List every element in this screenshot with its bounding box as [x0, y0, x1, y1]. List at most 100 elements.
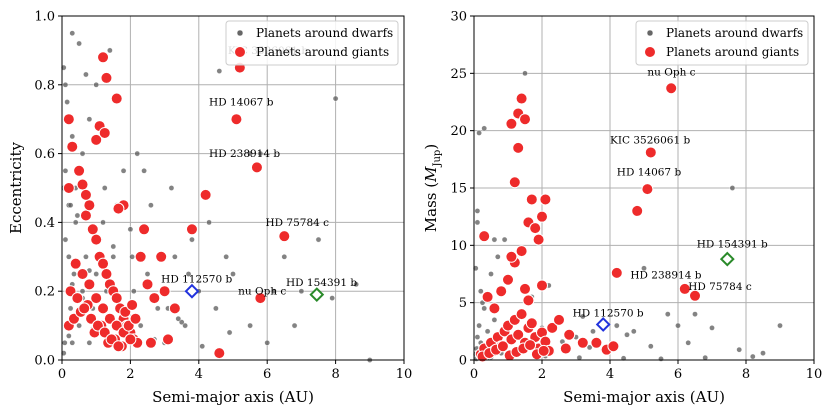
y-tick-labels: 0.0 0.2 0.4 0.6 0.8 1.0: [34, 10, 62, 369]
x-tick-label: 6: [263, 367, 271, 382]
planet-annotation: HD 238914 b: [630, 270, 701, 282]
x-tick-label: 0: [470, 367, 478, 382]
x-axis-label: Semi-major axis (AU): [152, 388, 314, 406]
giant-planet-point: [525, 193, 538, 206]
legend-giants-label: Planets around giants: [256, 45, 389, 59]
y-tick-label: 0.2: [34, 285, 55, 300]
dwarf-planet-point: [74, 212, 81, 219]
giant-planet-point: [144, 336, 157, 349]
y-axis-label: Mass (MJup): [422, 144, 443, 232]
dwarf-planet-point: [494, 253, 501, 260]
dwarf-planet-point: [750, 353, 756, 360]
dwarf-planet-point: [93, 82, 99, 88]
dwarf-planet-point: [134, 150, 141, 157]
legend-dwarf-marker: [646, 29, 654, 37]
giant-planet-point: [199, 188, 212, 201]
planet-annotation: HD 14067 b: [209, 96, 274, 108]
giant-planet-point: [576, 336, 589, 349]
giant-planet-point: [537, 344, 550, 357]
giant-planet-point: [278, 230, 291, 243]
y-tick-label: 0: [459, 354, 467, 369]
dwarf-planet-point: [79, 150, 86, 157]
giant-planet-point: [79, 209, 92, 222]
dwarf-planet-point: [488, 271, 494, 277]
dwarf-planet-point: [178, 319, 185, 325]
dwarf-planet-point: [247, 150, 253, 157]
planet-annotation: nu Oph c: [647, 67, 695, 79]
giant-points: [62, 51, 291, 360]
annotations: nu Oph c KIC 3526061 b HD 14067 b HD 154391…: [573, 67, 768, 320]
dwarf-planet-point: [631, 328, 637, 335]
x-tick-labels: 0 2 4 6 8 10: [58, 360, 412, 382]
giant-planet-point: [478, 230, 491, 243]
giant-planet-point: [62, 113, 75, 126]
dwarf-planet-point: [62, 82, 69, 88]
legend-dwarfs-label: Planets around dwarfs: [666, 26, 803, 40]
giant-planet-point: [515, 308, 528, 321]
mass-panel: nu Oph c KIC 3526061 b HD 14067 b HD 154391…: [422, 10, 822, 407]
dwarf-planet-point: [491, 317, 498, 323]
giant-planet-point: [505, 117, 518, 130]
giant-planet-point: [112, 202, 125, 215]
giant-planet-point: [86, 223, 99, 236]
y-tick-label: 10: [450, 239, 467, 254]
dwarf-planet-point: [101, 185, 108, 191]
giant-planet-point: [502, 273, 514, 286]
dwarf-planet-point: [172, 253, 178, 260]
legend-giants-label: Planets around giants: [666, 45, 799, 59]
planet-annotation: HD 14067 b: [617, 166, 682, 178]
dwarf-planet-point: [692, 311, 698, 317]
dwarf-planet-point: [189, 236, 195, 243]
x-axis-label: Semi-major axis (AU): [563, 388, 725, 406]
y-axis-label-close: ): [422, 144, 440, 150]
plot-frame: [61, 15, 405, 361]
x-tick-label: 10: [806, 367, 823, 382]
dwarf-planet-point: [154, 305, 161, 312]
dwarf-planet-point: [141, 167, 147, 174]
y-axis-label-symbol: M: [422, 166, 440, 183]
giant-planet-point: [134, 250, 147, 263]
giant-planet-point: [519, 282, 531, 295]
dwarf-planet-point: [83, 253, 89, 260]
giant-planet-point: [522, 294, 535, 307]
dwarf-planet-point: [298, 288, 305, 295]
dwarf-planet-point: [586, 344, 593, 351]
dwarf-planet-point: [86, 339, 93, 346]
giant-planet-point: [100, 268, 113, 280]
giant-planet-point: [641, 183, 654, 196]
giant-planet-point: [689, 289, 701, 302]
giant-planet-point: [129, 312, 142, 325]
dwarf-planet-point: [474, 219, 481, 226]
planet-annotation: HD 154391 b: [286, 277, 357, 289]
giant-planet-point: [519, 113, 531, 126]
planet-annotation: HD 112570 b: [573, 307, 644, 319]
giant-planet-point: [90, 292, 103, 305]
dwarf-planet-point: [474, 334, 481, 340]
highlight-markers: [595, 251, 735, 332]
y-axis-label-subscript: Jup: [432, 150, 443, 168]
giant-planet-point: [112, 340, 125, 353]
legend-giant-marker: [234, 46, 246, 58]
dwarf-planet-point: [760, 350, 766, 356]
dwarf-planet-point: [291, 322, 298, 329]
dwarf-planet-point: [182, 322, 188, 329]
dwarf-planet-point: [685, 339, 692, 346]
giant-planet-point: [607, 340, 620, 353]
giant-planet-point: [126, 298, 139, 311]
dwarf-planet-point: [729, 185, 736, 191]
y-tick-label: 30: [450, 10, 467, 25]
dwarf-planet-point: [76, 322, 82, 329]
dwarf-planet-point: [69, 133, 76, 140]
giant-planet-point: [512, 141, 525, 154]
giant-planet-point: [168, 302, 181, 315]
dwarf-planet-point: [69, 30, 76, 37]
x-tick-labels: 0 2 4 6 8 10: [470, 360, 822, 382]
dwarf-planet-point: [476, 130, 482, 136]
giant-planet-point: [529, 222, 542, 235]
planet-annotation: HD 75784 c: [688, 281, 752, 293]
dwarf-planet-point: [71, 271, 77, 277]
dwarf-planet-point: [213, 305, 219, 312]
dwarf-planet-point: [76, 40, 82, 47]
giant-planet-point: [97, 302, 110, 315]
giant-planet-point: [71, 292, 84, 305]
